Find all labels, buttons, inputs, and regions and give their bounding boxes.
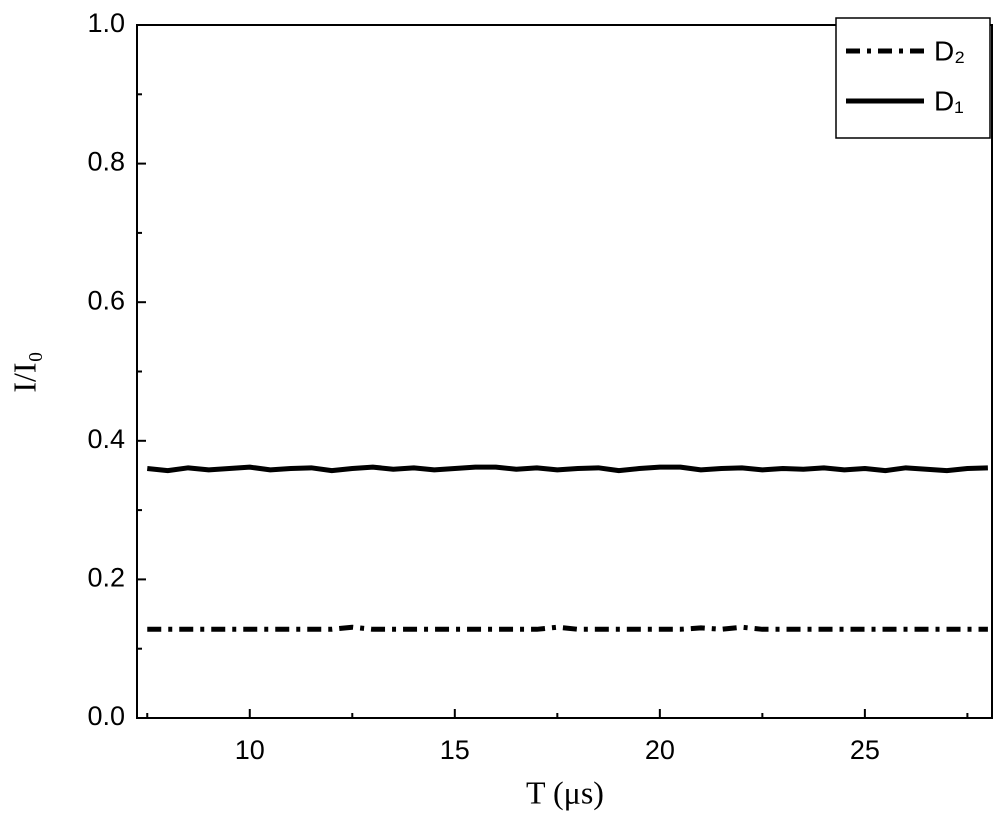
data-line [146, 464, 988, 474]
x-tick-label: 10 [235, 735, 265, 765]
legend-label: D₂ [934, 35, 965, 66]
y-axis-label: I/I₀ [6, 351, 42, 392]
legend-label: D₁ [934, 85, 964, 116]
y-tick-label: 1.0 [87, 8, 125, 38]
x-tick-label: 25 [850, 735, 880, 765]
x-tick-label: 20 [645, 735, 675, 765]
legend-box [835, 17, 991, 139]
x-axis-label: T (μs) [526, 774, 604, 810]
y-tick-label: 0.6 [87, 285, 125, 315]
x-tick-label: 15 [440, 735, 470, 765]
y-tick-label: 0.4 [87, 424, 125, 454]
y-tick-label: 0.8 [87, 147, 125, 177]
data-line [147, 624, 988, 632]
y-tick-label: 0.2 [87, 563, 125, 593]
y-tick-label: 0.0 [87, 701, 125, 731]
